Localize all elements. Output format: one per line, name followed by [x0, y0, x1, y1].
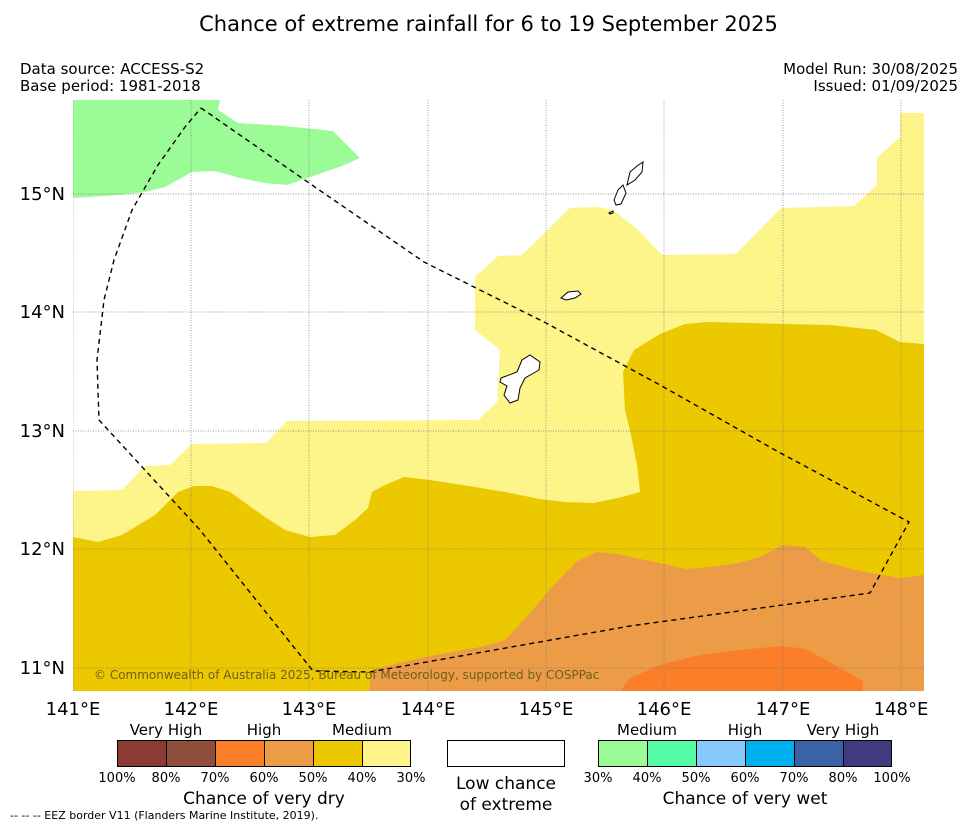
legend-swatch	[794, 740, 844, 767]
lat-label: 14°N	[19, 302, 65, 323]
legend-dry-medium: Medium	[332, 721, 392, 739]
legend-swatch-none	[447, 740, 565, 767]
legend-tick: 80%	[151, 771, 181, 786]
legend-tick: 100%	[98, 771, 136, 786]
lat-label: 12°N	[19, 539, 65, 560]
lon-label: 144°E	[400, 699, 456, 720]
island-rota	[560, 290, 582, 301]
legend-tick: 40%	[632, 771, 662, 786]
legend-swatch	[166, 740, 216, 767]
legend-wet-caption: Chance of very wet	[662, 789, 828, 809]
island-guam	[499, 354, 541, 404]
legend-swatch	[598, 740, 648, 767]
region-wet-medium	[73, 100, 360, 198]
legend-tick: 50%	[681, 771, 711, 786]
legend-wet-high: High	[727, 721, 763, 739]
island-saipan	[626, 160, 644, 187]
copyright-notice: © Commonwealth of Australia 2025, Bureau…	[94, 668, 600, 682]
legend-tick: 30%	[583, 771, 613, 786]
islands	[499, 160, 644, 404]
lat-label: 15°N	[19, 184, 65, 205]
gridlines	[73, 100, 924, 691]
legend-swatch	[745, 740, 795, 767]
lat-label: 13°N	[19, 421, 65, 442]
legend-tick: 70%	[200, 771, 230, 786]
legend-tick: 70%	[779, 771, 809, 786]
legend-tick: 60%	[249, 771, 279, 786]
lat-label: 11°N	[19, 658, 65, 679]
legend-tick: 60%	[730, 771, 760, 786]
legend-tick: 50%	[298, 771, 328, 786]
island-aguijan	[608, 210, 614, 215]
legend-swatch	[215, 740, 265, 767]
legend-swatch	[264, 740, 314, 767]
lon-label: 142°E	[163, 699, 219, 720]
legend-swatch	[696, 740, 746, 767]
data-source: Data source: ACCESS-S2	[20, 60, 205, 78]
eez-footnote: -- -- -- EEZ border V11 (Flanders Marine…	[10, 809, 319, 822]
legend-swatch	[362, 740, 411, 767]
lon-label: 148°E	[873, 699, 929, 720]
legend-tick: 100%	[873, 771, 911, 786]
lon-label: 141°E	[45, 699, 101, 720]
source-info: Data source: ACCESS-S2 Base period: 1981…	[20, 61, 204, 95]
island-tinian	[613, 184, 627, 206]
region-dry-high-dark	[620, 646, 863, 691]
legend-tick: 40%	[347, 771, 377, 786]
issued-date: Issued: 01/09/2025	[813, 77, 958, 95]
lon-label: 143°E	[281, 699, 337, 720]
legend-none-caption-2: of extreme	[459, 795, 553, 815]
legend-swatch	[647, 740, 697, 767]
lon-label: 147°E	[755, 699, 811, 720]
legend-wet-medium: Medium	[617, 721, 677, 739]
legend-tick: 30%	[396, 771, 426, 786]
legend-none-caption-1: Low chance	[456, 774, 556, 794]
legend-swatch	[313, 740, 363, 767]
map-title: Chance of extreme rainfall for 6 to 19 S…	[199, 12, 778, 36]
legend-wet-very-high: Very High	[806, 721, 880, 739]
legend-swatch	[117, 740, 167, 767]
lon-label: 145°E	[518, 699, 574, 720]
base-period: Base period: 1981-2018	[20, 77, 201, 95]
legend-dry-caption: Chance of very dry	[183, 789, 345, 809]
legend-tick: 80%	[828, 771, 858, 786]
legend-swatch	[843, 740, 892, 767]
eez-border-line	[96, 107, 910, 673]
lon-label: 146°E	[636, 699, 692, 720]
run-info: Model Run: 30/08/2025 Issued: 01/09/2025	[783, 61, 958, 95]
legend-dry-high: High	[246, 721, 282, 739]
model-run: Model Run: 30/08/2025	[783, 60, 958, 78]
legend-dry-very-high: Very High	[129, 721, 203, 739]
